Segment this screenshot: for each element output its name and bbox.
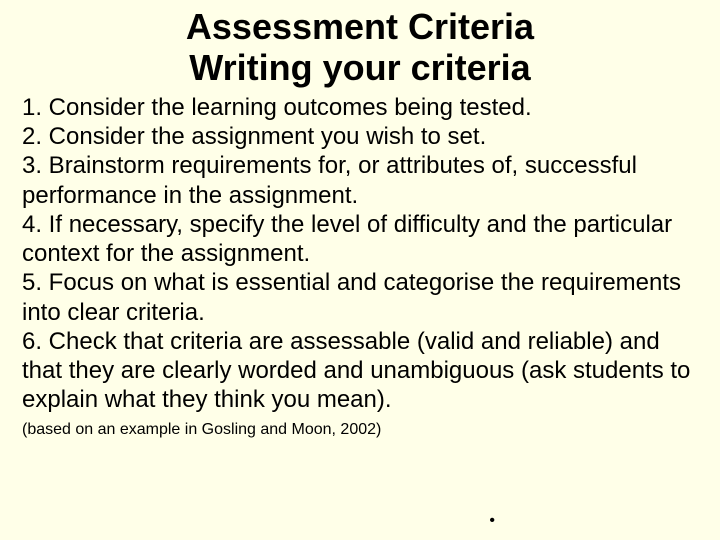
list-item: 3. Brainstorm requirements for, or attri… (22, 151, 700, 210)
list-item: 2. Consider the assignment you wish to s… (22, 122, 700, 151)
criteria-list: 1. Consider the learning outcomes being … (0, 89, 720, 415)
citation-text: (based on an example in Gosling and Moon… (0, 415, 720, 439)
list-item: 5. Focus on what is essential and catego… (22, 268, 700, 327)
list-item: 1. Consider the learning outcomes being … (22, 93, 700, 122)
title-line-1: Assessment Criteria (0, 6, 720, 47)
slide-title: Assessment Criteria Writing your criteri… (0, 0, 720, 89)
title-line-2: Writing your criteria (0, 47, 720, 88)
list-item: 4. If necessary, specify the level of di… (22, 210, 700, 269)
list-item: 6. Check that criteria are assessable (v… (22, 327, 700, 415)
bullet-dot: • (489, 512, 495, 530)
